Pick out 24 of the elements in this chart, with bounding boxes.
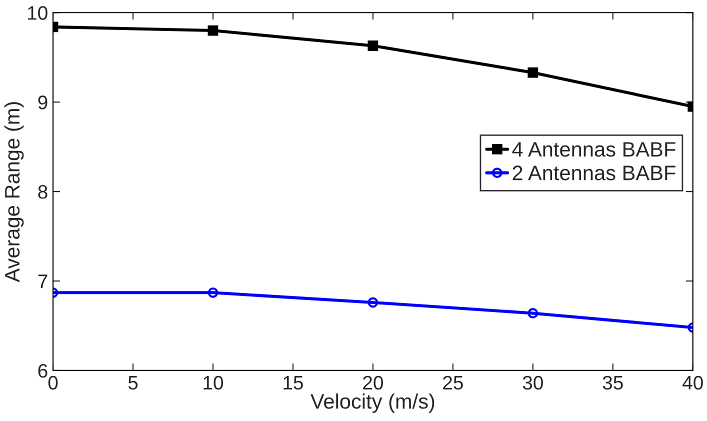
point	[368, 297, 378, 308]
y-tick-label: 10	[28, 6, 48, 20]
point	[368, 40, 378, 51]
x-tick-label: 10	[204, 376, 224, 390]
x-tick-label: 35	[602, 376, 623, 390]
x-tick-label: 15	[284, 376, 303, 390]
x-tick-label: 0	[48, 376, 58, 390]
x-tick-label: 30	[522, 376, 543, 390]
x-tick-label: 40	[682, 376, 703, 390]
y-tick-label: 6	[38, 364, 48, 378]
x-tick-label: 5	[128, 376, 138, 390]
point	[208, 287, 218, 298]
y-tick-label: 9	[38, 96, 48, 110]
legend-label: 4 Antennas BABF	[512, 142, 676, 157]
x-tick-label: 20	[363, 376, 383, 390]
legend-label: 2 Antennas BABF	[512, 166, 676, 180]
y-tick-label: 7	[38, 274, 48, 288]
y-tick-label: 8	[38, 185, 48, 199]
point	[528, 67, 538, 78]
point	[528, 308, 538, 318]
x-tick-label: 25	[443, 376, 463, 390]
x-axis-title: Velocity (m/s)	[310, 393, 434, 413]
point	[208, 25, 218, 36]
y-axis-title: Average Range (m)	[4, 102, 24, 282]
